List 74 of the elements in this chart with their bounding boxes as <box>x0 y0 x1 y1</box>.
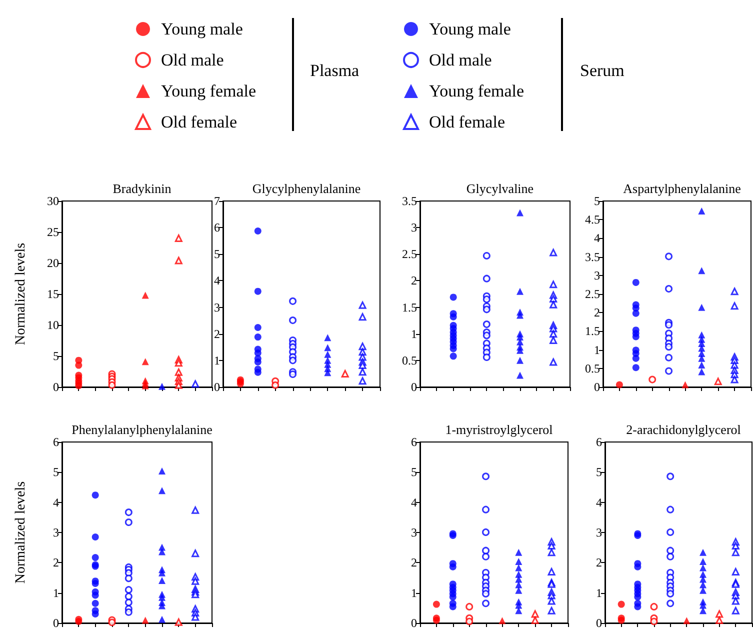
y-tick-label: 3 <box>411 526 417 540</box>
y-tick-label: 1 <box>596 586 602 600</box>
y-tick-label: 4 <box>411 495 417 510</box>
y-tick-label: 1 <box>214 353 220 368</box>
y-tick-label: 1 <box>53 586 59 600</box>
y-tick-label: 0 <box>53 380 59 394</box>
y-tick-label: 4 <box>214 274 220 288</box>
legend-label: Young female <box>161 82 256 100</box>
y-tick-label: 25 <box>47 225 59 239</box>
y-tick-label: 2.5 <box>585 287 600 301</box>
y-tick-label: 0 <box>596 616 602 629</box>
chart-title: Glycylvaline <box>466 181 534 196</box>
y-tick-label: 5 <box>53 349 59 363</box>
y-tick-label: 5 <box>594 194 600 208</box>
legend-label: Young male <box>161 20 243 38</box>
y-tick-label: 3.5 <box>585 250 600 264</box>
y-tick-label: 0.5 <box>402 353 417 368</box>
y-tick-label: 2 <box>411 274 417 288</box>
y-tick-label: 6 <box>214 220 220 235</box>
y-tick-label: 10 <box>47 318 59 332</box>
y-tick-label: 1.5 <box>402 300 417 314</box>
y-tick-label: 0 <box>53 616 59 629</box>
y-tick-label: 0 <box>411 616 417 629</box>
y-tick-label: 3 <box>411 220 417 235</box>
y-tick-label: 30 <box>47 194 59 208</box>
y-tick-label: 5 <box>53 465 59 480</box>
y-tick-label: 3 <box>594 268 600 282</box>
y-tick-label: 2 <box>594 306 600 320</box>
y-tick-label: 4 <box>594 231 600 246</box>
legend-label: Old female <box>161 112 237 132</box>
y-tick-label: 3 <box>596 526 602 540</box>
y-tick-label: 6 <box>411 435 417 449</box>
legend-label: Old female <box>429 112 505 132</box>
y-tick-label: 3 <box>214 300 220 314</box>
y-tick-label: 0.5 <box>585 361 600 376</box>
y-tick-label: 2 <box>596 556 602 570</box>
legend-label: Young female <box>429 82 524 100</box>
y-axis-title: Normalized levels <box>14 481 28 584</box>
text: Plasma <box>310 61 360 80</box>
y-tick-label: 3.5 <box>402 194 417 208</box>
chart-title: Glycylphenylalanine <box>252 181 361 196</box>
y-tick-label: 5 <box>214 247 220 262</box>
y-tick-label: 2.5 <box>402 247 417 262</box>
y-tick-label: 7 <box>214 194 220 208</box>
y-tick-label: 0 <box>411 380 417 394</box>
chart-title: Aspartylphenylalanine <box>623 181 742 196</box>
y-tick-label: 4 <box>596 495 602 510</box>
y-tick-label: 2 <box>214 326 220 341</box>
y-tick-label: 0 <box>594 380 600 394</box>
y-tick-label: 6 <box>596 435 602 449</box>
y-tick-label: 2 <box>411 556 417 570</box>
y-tick-label: 5 <box>411 465 417 480</box>
y-tick-label: 1 <box>594 342 600 357</box>
text: Serum <box>580 61 624 80</box>
y-tick-label: 1.5 <box>585 324 600 338</box>
chart-title: Bradykinin <box>112 181 172 196</box>
y-tick-label: 1 <box>411 326 417 341</box>
chart-title: 2-arachidonylglycerol <box>626 422 742 437</box>
legend-label: Young male <box>429 20 511 38</box>
y-tick-label: 2 <box>53 556 59 570</box>
y-tick-label: 3 <box>53 526 59 540</box>
y-axis-title: Normalized levels <box>14 242 28 346</box>
y-tick-label: 15 <box>47 287 59 301</box>
y-tick-label: 0 <box>214 380 220 394</box>
y-tick-label: 6 <box>53 435 59 449</box>
y-tick-label: 4.5 <box>585 212 600 227</box>
y-tick-label: 4 <box>53 495 59 510</box>
chart-title: 1-myristroylglycerol <box>445 422 554 437</box>
legend-label: Old male <box>429 50 492 70</box>
legend-label: Old male <box>161 50 224 70</box>
y-tick-label: 5 <box>596 465 602 480</box>
y-tick-label: 1 <box>411 586 417 600</box>
y-tick-label: 20 <box>47 256 59 270</box>
chart-title: Phenylalanylphenylalanine <box>72 422 213 437</box>
